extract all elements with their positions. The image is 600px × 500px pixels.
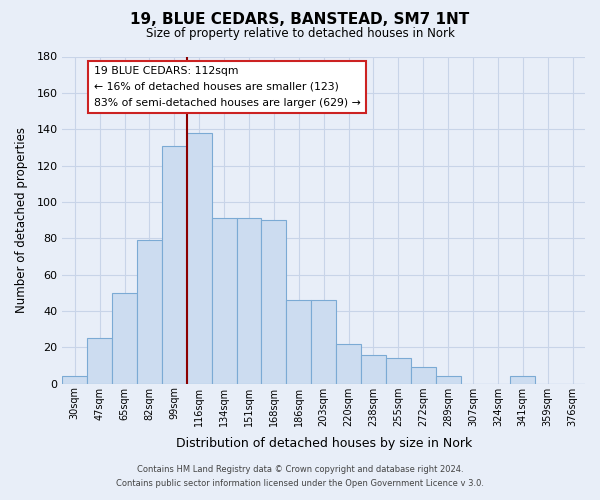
X-axis label: Distribution of detached houses by size in Nork: Distribution of detached houses by size … <box>176 437 472 450</box>
Bar <box>286 300 311 384</box>
Bar <box>87 338 112 384</box>
Bar <box>336 344 361 384</box>
Bar <box>262 220 286 384</box>
Bar <box>361 354 386 384</box>
Bar <box>162 146 187 384</box>
Bar <box>386 358 411 384</box>
Text: 19 BLUE CEDARS: 112sqm
← 16% of detached houses are smaller (123)
83% of semi-de: 19 BLUE CEDARS: 112sqm ← 16% of detached… <box>94 66 361 108</box>
Bar <box>411 368 436 384</box>
Text: Size of property relative to detached houses in Nork: Size of property relative to detached ho… <box>146 28 454 40</box>
Text: 19, BLUE CEDARS, BANSTEAD, SM7 1NT: 19, BLUE CEDARS, BANSTEAD, SM7 1NT <box>130 12 470 28</box>
Bar <box>187 133 212 384</box>
Bar <box>436 376 461 384</box>
Text: Contains HM Land Registry data © Crown copyright and database right 2024.
Contai: Contains HM Land Registry data © Crown c… <box>116 466 484 487</box>
Y-axis label: Number of detached properties: Number of detached properties <box>15 127 28 313</box>
Bar <box>112 292 137 384</box>
Bar <box>62 376 87 384</box>
Bar <box>311 300 336 384</box>
Bar <box>137 240 162 384</box>
Bar <box>212 218 236 384</box>
Bar <box>236 218 262 384</box>
Bar <box>511 376 535 384</box>
